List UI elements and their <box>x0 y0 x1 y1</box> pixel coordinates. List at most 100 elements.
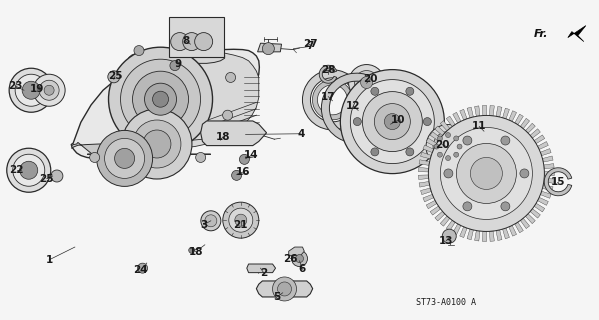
Polygon shape <box>474 106 480 116</box>
Circle shape <box>446 132 450 138</box>
Circle shape <box>371 148 379 156</box>
Polygon shape <box>515 114 524 125</box>
Wedge shape <box>302 70 361 130</box>
Circle shape <box>240 154 249 164</box>
Polygon shape <box>423 145 434 153</box>
Circle shape <box>51 170 63 182</box>
Polygon shape <box>534 135 544 144</box>
Circle shape <box>208 45 217 56</box>
Circle shape <box>442 229 456 243</box>
Polygon shape <box>460 227 467 237</box>
FancyBboxPatch shape <box>169 17 224 57</box>
Circle shape <box>446 156 450 161</box>
Polygon shape <box>419 175 429 180</box>
Polygon shape <box>489 106 494 116</box>
Circle shape <box>428 116 544 231</box>
Text: 1: 1 <box>46 255 53 265</box>
Wedge shape <box>319 65 337 83</box>
Text: ST73-A0100 A: ST73-A0100 A <box>416 298 476 307</box>
Text: 18: 18 <box>189 247 204 257</box>
Circle shape <box>153 91 168 107</box>
Circle shape <box>355 70 379 95</box>
Text: 20: 20 <box>435 140 449 150</box>
Circle shape <box>235 214 247 226</box>
Circle shape <box>362 92 422 152</box>
Text: 7: 7 <box>307 41 314 52</box>
Circle shape <box>426 124 470 169</box>
Circle shape <box>205 215 217 227</box>
Circle shape <box>423 117 431 125</box>
Circle shape <box>229 208 253 232</box>
Text: Fr.: Fr. <box>534 28 548 39</box>
Polygon shape <box>71 49 259 159</box>
Circle shape <box>463 202 472 211</box>
Polygon shape <box>521 218 530 228</box>
Polygon shape <box>482 106 486 116</box>
Circle shape <box>437 152 443 157</box>
Polygon shape <box>256 281 313 297</box>
Circle shape <box>437 136 443 141</box>
Polygon shape <box>72 142 171 169</box>
Polygon shape <box>420 152 431 159</box>
Polygon shape <box>538 197 548 205</box>
Circle shape <box>353 117 361 125</box>
Polygon shape <box>503 228 509 239</box>
Polygon shape <box>289 247 304 255</box>
Polygon shape <box>247 264 276 273</box>
Circle shape <box>501 202 510 211</box>
Circle shape <box>20 161 38 179</box>
Circle shape <box>96 130 153 186</box>
Circle shape <box>292 251 307 267</box>
Circle shape <box>198 44 207 54</box>
Text: 18: 18 <box>216 132 230 142</box>
Circle shape <box>453 152 459 157</box>
Polygon shape <box>568 26 586 42</box>
Polygon shape <box>496 230 502 240</box>
Circle shape <box>120 59 201 139</box>
Circle shape <box>7 148 51 192</box>
Circle shape <box>374 104 410 140</box>
Polygon shape <box>201 121 267 146</box>
Polygon shape <box>460 109 467 120</box>
Polygon shape <box>544 164 554 169</box>
Circle shape <box>33 74 65 106</box>
Polygon shape <box>534 203 544 212</box>
Text: 3: 3 <box>200 220 207 230</box>
Circle shape <box>170 60 180 71</box>
Circle shape <box>457 144 462 149</box>
Circle shape <box>189 247 195 253</box>
Circle shape <box>406 148 414 156</box>
Circle shape <box>361 76 373 89</box>
Polygon shape <box>430 132 440 141</box>
Circle shape <box>223 110 232 120</box>
Wedge shape <box>544 168 572 196</box>
Circle shape <box>349 65 385 100</box>
Circle shape <box>133 120 181 168</box>
Polygon shape <box>419 160 429 165</box>
Polygon shape <box>521 118 530 129</box>
Circle shape <box>143 130 171 158</box>
Circle shape <box>144 83 177 115</box>
Text: 17: 17 <box>321 92 335 102</box>
Polygon shape <box>474 231 480 241</box>
Text: 15: 15 <box>551 177 565 187</box>
Polygon shape <box>419 167 429 172</box>
Polygon shape <box>446 116 455 127</box>
Circle shape <box>134 45 144 56</box>
Circle shape <box>470 157 503 189</box>
Circle shape <box>44 85 54 95</box>
Circle shape <box>201 211 221 231</box>
Polygon shape <box>419 181 429 187</box>
Circle shape <box>114 148 135 168</box>
Polygon shape <box>446 220 455 231</box>
Polygon shape <box>496 107 502 117</box>
Polygon shape <box>538 141 548 149</box>
Polygon shape <box>258 43 282 52</box>
Circle shape <box>171 33 189 51</box>
Polygon shape <box>489 231 494 241</box>
Circle shape <box>520 169 529 178</box>
Circle shape <box>273 277 297 301</box>
Circle shape <box>15 74 47 106</box>
Circle shape <box>456 143 516 204</box>
Circle shape <box>295 255 304 262</box>
